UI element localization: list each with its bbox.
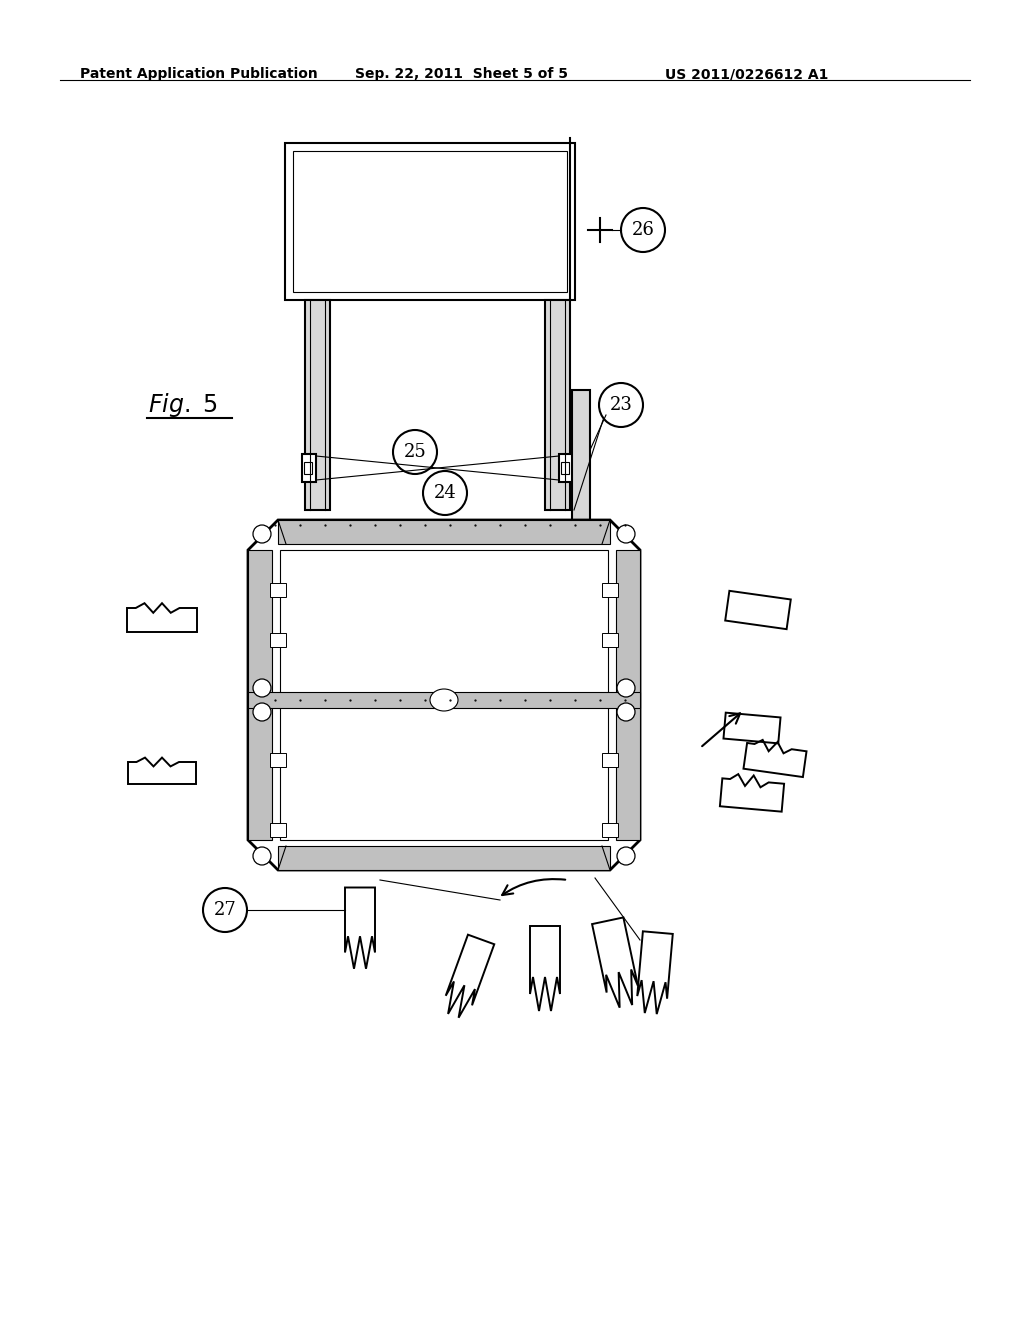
Polygon shape — [602, 822, 618, 837]
Polygon shape — [572, 389, 590, 525]
Polygon shape — [602, 752, 618, 767]
Polygon shape — [559, 454, 573, 482]
Circle shape — [253, 704, 271, 721]
Text: US 2011/0226612 A1: US 2011/0226612 A1 — [665, 67, 828, 81]
Polygon shape — [270, 634, 286, 647]
Ellipse shape — [430, 689, 458, 711]
Circle shape — [393, 430, 437, 474]
Text: 23: 23 — [609, 396, 633, 414]
Circle shape — [617, 704, 635, 721]
Polygon shape — [602, 634, 618, 647]
Polygon shape — [278, 846, 610, 870]
Polygon shape — [602, 583, 618, 597]
Circle shape — [617, 525, 635, 543]
Circle shape — [253, 678, 271, 697]
Text: Sep. 22, 2011  Sheet 5 of 5: Sep. 22, 2011 Sheet 5 of 5 — [355, 67, 568, 81]
Polygon shape — [561, 462, 569, 474]
Circle shape — [617, 678, 635, 697]
Polygon shape — [270, 752, 286, 767]
Circle shape — [617, 847, 635, 865]
Polygon shape — [248, 692, 640, 708]
Polygon shape — [616, 550, 640, 840]
Polygon shape — [302, 454, 316, 482]
Polygon shape — [248, 550, 272, 840]
Text: 24: 24 — [433, 484, 457, 502]
Circle shape — [599, 383, 643, 426]
Text: 26: 26 — [632, 220, 654, 239]
Polygon shape — [285, 143, 575, 300]
Polygon shape — [305, 300, 330, 510]
Circle shape — [253, 525, 271, 543]
Circle shape — [203, 888, 247, 932]
Polygon shape — [270, 583, 286, 597]
Text: $Fig.\ 5$: $Fig.\ 5$ — [148, 391, 218, 418]
Text: Patent Application Publication: Patent Application Publication — [80, 67, 317, 81]
Polygon shape — [248, 520, 640, 870]
Circle shape — [253, 847, 271, 865]
Polygon shape — [278, 520, 610, 544]
Polygon shape — [545, 300, 570, 510]
Polygon shape — [304, 462, 312, 474]
Circle shape — [621, 209, 665, 252]
Polygon shape — [270, 822, 286, 837]
Circle shape — [423, 471, 467, 515]
Text: 27: 27 — [214, 902, 237, 919]
Text: 25: 25 — [403, 444, 426, 461]
